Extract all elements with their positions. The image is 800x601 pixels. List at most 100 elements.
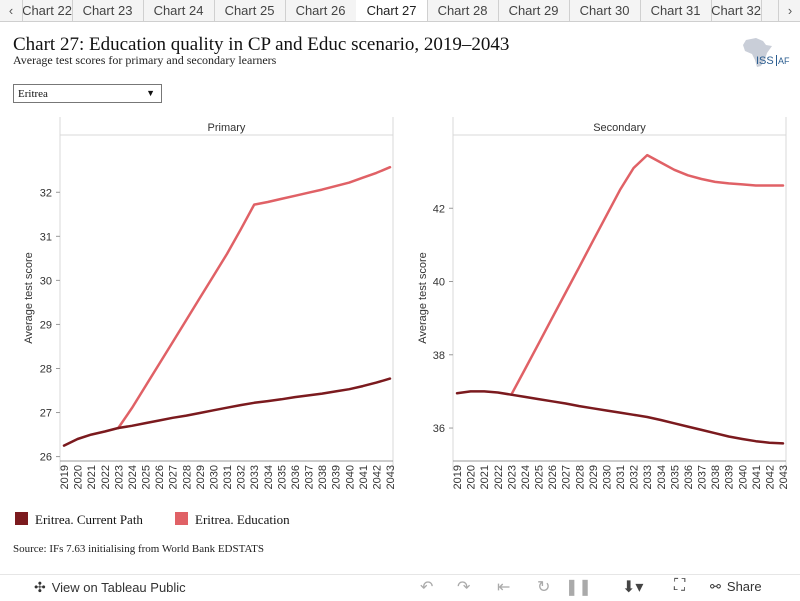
fullscreen-icon[interactable]: ⛶: [674, 577, 686, 594]
share-button[interactable]: ⚯ Share: [710, 579, 762, 595]
legend-label: Eritrea. Current Path: [35, 512, 143, 527]
series-line-education: [117, 165, 392, 430]
x-tick-label: 2022: [100, 465, 112, 489]
y-tick-label: 38: [433, 350, 445, 362]
x-tick-label: 2031: [615, 465, 627, 489]
refresh-icon[interactable]: ↻: [537, 579, 551, 596]
tab-chart-22[interactable]: Chart 22: [10, 0, 73, 21]
x-tick-label: 2020: [73, 465, 85, 489]
logo-text-2: AF: [778, 56, 790, 66]
x-tick-label: 2043: [778, 465, 790, 489]
series-line-current-path: [62, 377, 392, 447]
tab-chart-25[interactable]: Chart 25: [214, 0, 286, 21]
x-tick-label: 2025: [534, 465, 546, 489]
y-tick-label: 31: [40, 231, 52, 243]
chevron-left-icon[interactable]: ‹: [0, 0, 23, 21]
panel-title: Secondary: [593, 122, 646, 134]
chevron-right-icon[interactable]: ›: [778, 0, 800, 21]
x-tick-label: 2021: [86, 465, 98, 489]
tab-chart-28[interactable]: Chart 28: [427, 0, 499, 21]
x-tick-label: 2039: [724, 465, 736, 489]
chevron-down-icon: ▼: [146, 88, 155, 98]
x-tick-label: 2043: [385, 465, 397, 489]
x-tick-label: 2032: [629, 465, 641, 489]
revert-icon[interactable]: ⇤: [497, 579, 511, 596]
x-tick-label: 2022: [493, 465, 505, 489]
x-tick-label: 2033: [249, 465, 261, 489]
x-tick-label: 2024: [520, 465, 532, 489]
x-tick-label: 2027: [168, 465, 180, 489]
x-tick-label: 2021: [479, 465, 491, 489]
y-tick-label: 36: [433, 423, 445, 435]
series-line-education: [510, 153, 785, 396]
x-tick-label: 2030: [601, 465, 613, 489]
x-tick-label: 2028: [181, 465, 193, 489]
y-tick-label: 26: [40, 452, 52, 464]
x-tick-label: 2024: [127, 465, 139, 489]
legend-label: Eritrea. Education: [195, 512, 290, 527]
x-tick-label: 2036: [290, 465, 302, 489]
x-tick-label: 2023: [506, 465, 518, 489]
x-tick-label: 2031: [222, 465, 234, 489]
x-tick-label: 2040: [344, 465, 356, 489]
x-tick-label: 2035: [669, 465, 681, 489]
x-tick-label: 2025: [141, 465, 153, 489]
y-tick-label: 29: [40, 319, 52, 331]
tab-chart-31[interactable]: Chart 31: [640, 0, 712, 21]
undo-icon[interactable]: ↶: [420, 579, 434, 596]
pause-icon[interactable]: ❚❚: [565, 579, 592, 596]
share-label: Share: [726, 579, 762, 594]
y-tick-label: 32: [40, 187, 52, 199]
x-tick-label: 2020: [466, 465, 478, 489]
x-tick-label: 2040: [737, 465, 749, 489]
x-tick-label: 2033: [642, 465, 654, 489]
logo-text: ISS: [756, 55, 774, 67]
download-icon[interactable]: ⬇▾: [622, 579, 644, 596]
iss-africa-logo: ISS AF: [743, 38, 790, 67]
x-tick-label: 2029: [195, 465, 207, 489]
x-tick-label: 2026: [547, 465, 559, 489]
x-tick-label: 2041: [751, 465, 763, 489]
x-tick-label: 2036: [683, 465, 695, 489]
dropdown-value: Eritrea: [18, 88, 48, 100]
x-tick-label: 2019: [59, 465, 71, 489]
legend-swatch: [175, 512, 188, 525]
tab-chart-23[interactable]: Chart 23: [72, 0, 144, 21]
chart-title: Chart 27: Education quality in CP and Ed…: [13, 34, 510, 55]
view-label: View on Tableau Public: [51, 580, 186, 595]
view-on-tableau-link[interactable]: ✣ View on Tableau Public: [34, 579, 186, 596]
line-chart: Primary 26 27 28 29 30 31 32 Average test score 2…: [23, 117, 790, 489]
redo-icon[interactable]: ↷: [457, 579, 471, 596]
tab-chart-27[interactable]: Chart 27: [356, 0, 428, 21]
x-tick-label: 2041: [358, 465, 370, 489]
x-tick-label: 2042: [764, 465, 776, 489]
x-tick-label: 2034: [656, 465, 668, 489]
x-tick-label: 2038: [710, 465, 722, 489]
tableau-icon: ✣: [34, 579, 46, 595]
y-tick-label: 42: [433, 203, 445, 215]
series-line-current-path: [455, 390, 785, 445]
y-tick-label: 40: [433, 277, 445, 289]
tab-chart-26[interactable]: Chart 26: [285, 0, 357, 21]
tab-chart-29[interactable]: Chart 29: [498, 0, 570, 21]
tab-chart-24[interactable]: Chart 24: [143, 0, 215, 21]
y-tick-label: 30: [40, 275, 52, 287]
x-tick-label: 2042: [371, 465, 383, 489]
y-tick-label: 27: [40, 408, 52, 420]
x-tick-label: 2039: [331, 465, 343, 489]
legend-swatch: [15, 512, 28, 525]
x-tick-label: 2026: [154, 465, 166, 489]
tab-chart-32[interactable]: Chart 32: [711, 0, 762, 21]
y-axis-label: Average test score: [417, 252, 429, 344]
x-tick-label: 2023: [113, 465, 125, 489]
x-tick-label: 2028: [574, 465, 586, 489]
y-tick-label: 28: [40, 363, 52, 375]
share-icon: ⚯: [710, 579, 721, 594]
panel-title: Primary: [208, 122, 246, 134]
x-tick-label: 2035: [276, 465, 288, 489]
country-dropdown[interactable]: Eritrea ▼: [13, 84, 162, 103]
x-tick-label: 2030: [208, 465, 220, 489]
toolbar: ✣ View on Tableau Public ↶ ↷ ⇤ ↻ ❚❚ ⬇▾ ⛶ …: [0, 574, 800, 601]
tab-chart-30[interactable]: Chart 30: [569, 0, 641, 21]
y-axis-label: Average test score: [23, 252, 35, 344]
